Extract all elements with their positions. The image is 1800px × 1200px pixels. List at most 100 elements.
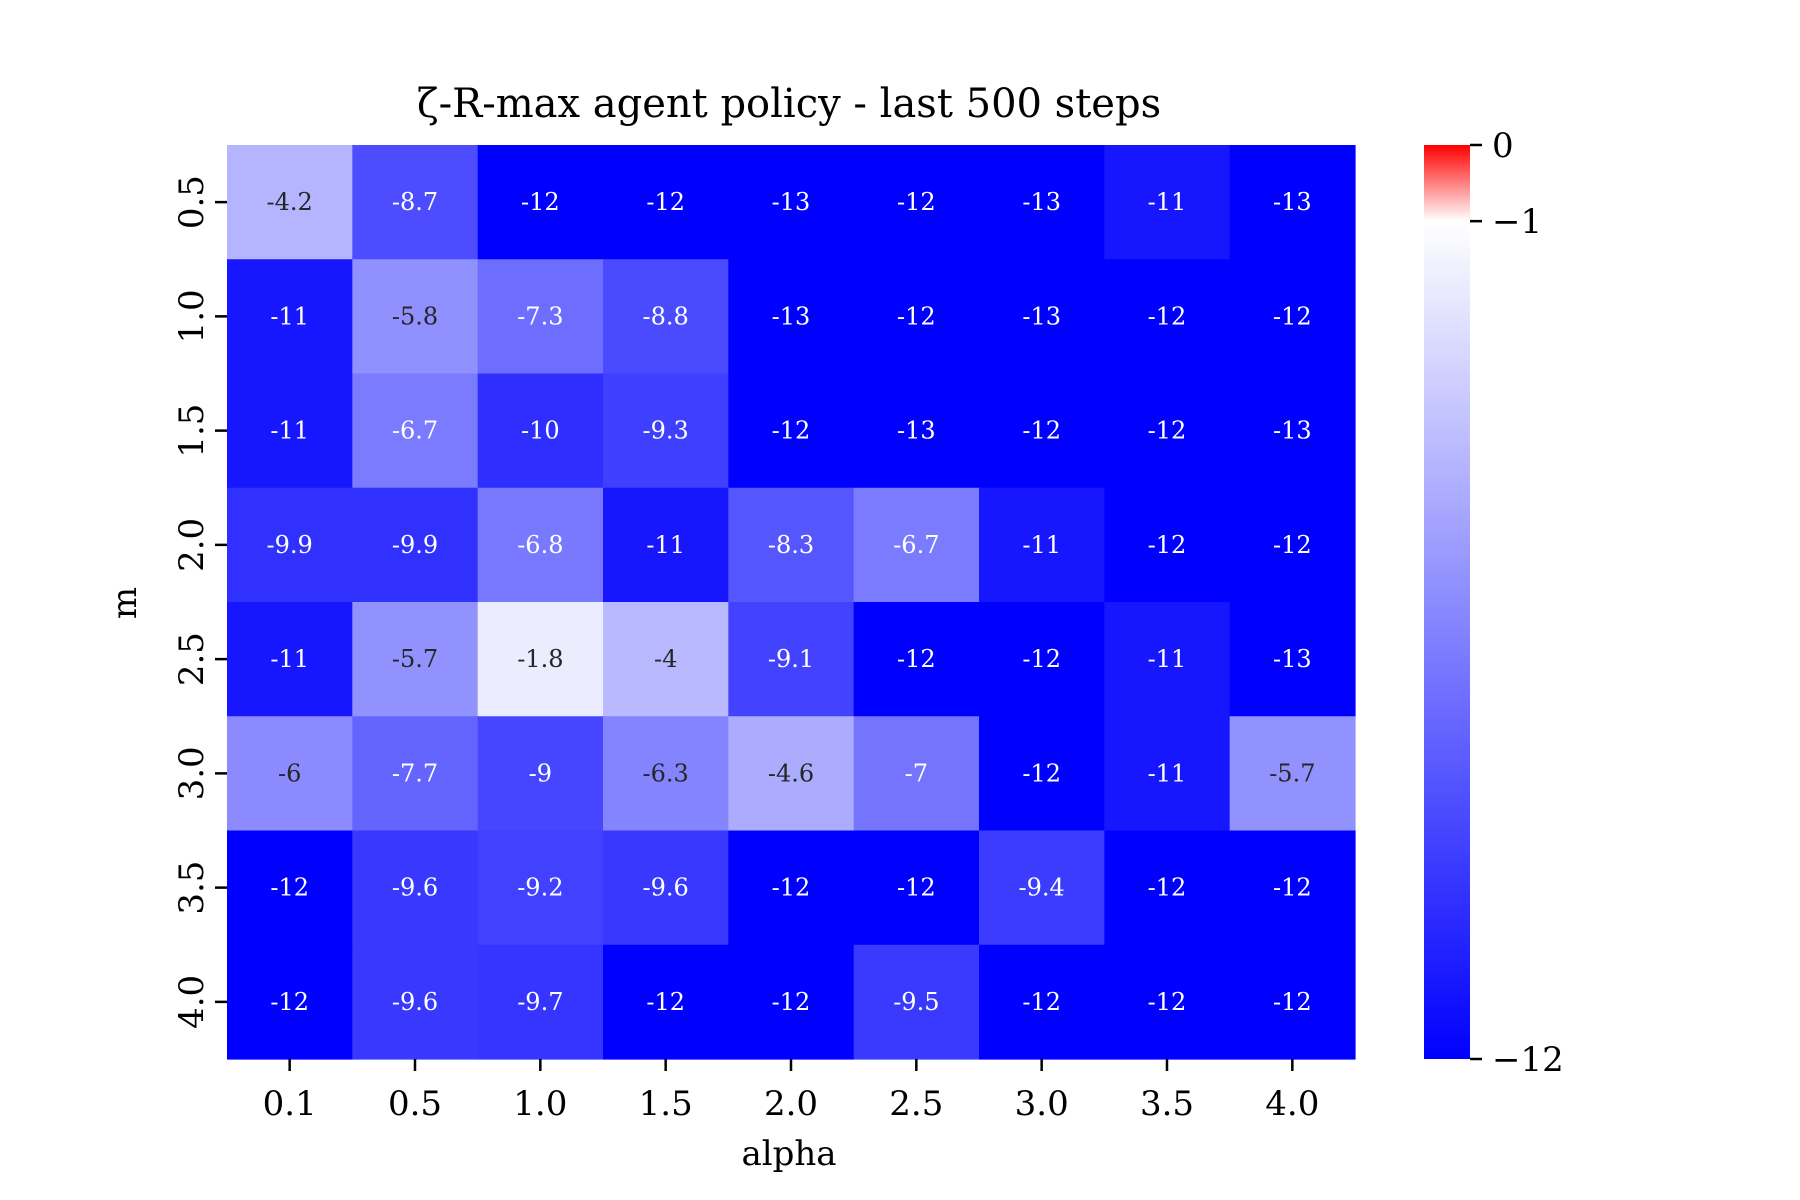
cell-value-label: -13 xyxy=(772,188,811,216)
heatmap-cell xyxy=(227,259,353,375)
cell-value-label: -8.8 xyxy=(643,302,689,330)
heatmap-cell xyxy=(603,716,729,832)
heatmap-cell xyxy=(979,373,1105,489)
heatmap-cell xyxy=(1104,830,1231,946)
cell-value-label: -9 xyxy=(529,759,552,787)
heatmap-cell xyxy=(352,373,479,489)
heatmap-cell xyxy=(1104,145,1231,260)
cell-value-label: -11 xyxy=(270,417,309,445)
cell-value-label: -12 xyxy=(646,988,685,1016)
cell-value-label: -9.6 xyxy=(643,874,689,902)
heatmap-cell xyxy=(352,830,479,946)
cell-value-label: -12 xyxy=(1273,531,1312,559)
cell-value-label: -6.7 xyxy=(893,531,939,559)
cell-value-label: -4.6 xyxy=(768,759,814,787)
cell-value-label: -12 xyxy=(1022,759,1061,787)
heatmap-cell xyxy=(227,944,353,1060)
heatmap-cell xyxy=(728,145,855,260)
cell-value-label: -13 xyxy=(897,417,936,445)
x-axis-label: alpha xyxy=(741,1134,836,1174)
cell-value-label: -13 xyxy=(1022,302,1061,330)
heatmap-cell xyxy=(728,830,855,946)
colorbar-tick-label: −1 xyxy=(1492,202,1542,242)
heatmap-cell xyxy=(728,944,855,1060)
heatmap-cell xyxy=(603,373,729,489)
heatmap-cell xyxy=(728,716,855,832)
heatmap-cell xyxy=(477,487,604,603)
colorbar-gradient xyxy=(1424,145,1470,1059)
cell-value-label: -9.6 xyxy=(392,988,438,1016)
x-tick-label: 2.5 xyxy=(889,1084,943,1124)
heatmap-cell xyxy=(477,145,604,260)
heatmap-cell xyxy=(477,944,604,1060)
cell-value-label: -7 xyxy=(905,759,928,787)
heatmap-cell xyxy=(352,716,479,832)
cell-value-label: -9.3 xyxy=(643,417,689,445)
heatmap-cell xyxy=(728,259,855,375)
y-tick-label: 1.5 xyxy=(172,404,212,458)
cell-value-label: -9.9 xyxy=(392,531,438,559)
heatmap-cell xyxy=(1104,602,1231,717)
heatmap-cell xyxy=(1104,487,1231,603)
heatmap-cell xyxy=(227,145,353,260)
cell-value-label: -8.7 xyxy=(392,188,438,216)
heatmap-cell xyxy=(1104,373,1231,489)
heatmap-cell xyxy=(853,145,980,260)
cell-value-label: -12 xyxy=(1148,988,1187,1016)
heatmap-cell xyxy=(853,716,980,832)
heatmap-cell xyxy=(1229,487,1356,603)
heatmap-cell xyxy=(1229,716,1356,832)
heatmap-cell xyxy=(477,602,604,717)
cell-value-label: -11 xyxy=(270,645,309,673)
heatmap-cell xyxy=(1104,716,1231,832)
cell-value-label: -12 xyxy=(521,188,560,216)
heatmap-cell xyxy=(853,259,980,375)
heatmap-cell xyxy=(477,830,604,946)
heatmap-cell xyxy=(853,602,980,717)
cell-value-label: -5.7 xyxy=(1269,759,1315,787)
x-tick-label: 0.1 xyxy=(263,1084,317,1124)
heatmap-cell xyxy=(1229,944,1356,1060)
heatmap-cell xyxy=(352,944,479,1060)
cell-value-label: -4.2 xyxy=(267,188,313,216)
heatmap-cell xyxy=(1104,944,1231,1060)
heatmap-cell xyxy=(979,830,1105,946)
cell-value-label: -13 xyxy=(1273,645,1312,673)
cell-value-label: -6 xyxy=(278,759,301,787)
x-tick-label: 1.5 xyxy=(639,1084,693,1124)
cell-value-label: -12 xyxy=(772,988,811,1016)
heatmap-cell xyxy=(352,487,479,603)
cell-value-label: -9.7 xyxy=(517,988,563,1016)
cell-value-label: -12 xyxy=(1148,302,1187,330)
heatmap-cell xyxy=(728,373,855,489)
cell-value-label: -1.8 xyxy=(517,645,563,673)
heatmap-cell xyxy=(979,944,1105,1060)
cell-value-label: -7.3 xyxy=(517,302,563,330)
x-axis: 0.1 0.5 1.0 1.5 2.0 2.5 3.0 3.5 4.0 xyxy=(263,1059,1319,1124)
heatmap-cell xyxy=(352,602,479,717)
cell-value-label: -12 xyxy=(1148,531,1187,559)
x-tick-label: 1.0 xyxy=(513,1084,567,1124)
y-tick-label: 3.5 xyxy=(172,861,212,915)
heatmap-cell xyxy=(853,373,980,489)
heatmap-cell xyxy=(853,487,980,603)
cell-value-label: -9.2 xyxy=(517,874,563,902)
heatmap-cell xyxy=(603,944,729,1060)
cell-value-label: -9.9 xyxy=(267,531,313,559)
heatmap-cell xyxy=(979,259,1105,375)
heatmap-cell xyxy=(603,145,729,260)
colorbar-ticks: 0 −1 −12 xyxy=(1470,126,1564,1080)
heatmap-cell xyxy=(477,716,604,832)
cell-value-label: -12 xyxy=(270,874,309,902)
heatmap-cell xyxy=(1229,602,1356,717)
cell-value-label: -12 xyxy=(1022,645,1061,673)
x-tick-label: 3.0 xyxy=(1015,1084,1069,1124)
cell-value-label: -13 xyxy=(1273,417,1312,445)
x-tick-label: 0.5 xyxy=(388,1084,442,1124)
heatmap-cells: -4.2 -8.7 -12 -12 -13 -12 -13 -11 -13 -11 -5.8 -7.3… xyxy=(227,145,1356,1060)
heatmap-cell xyxy=(1229,145,1356,260)
x-tick-label: 4.0 xyxy=(1265,1084,1319,1124)
cell-value-label: -9.1 xyxy=(768,645,814,673)
colorbar-tick-label: 0 xyxy=(1492,126,1514,166)
heatmap-cell xyxy=(853,830,980,946)
